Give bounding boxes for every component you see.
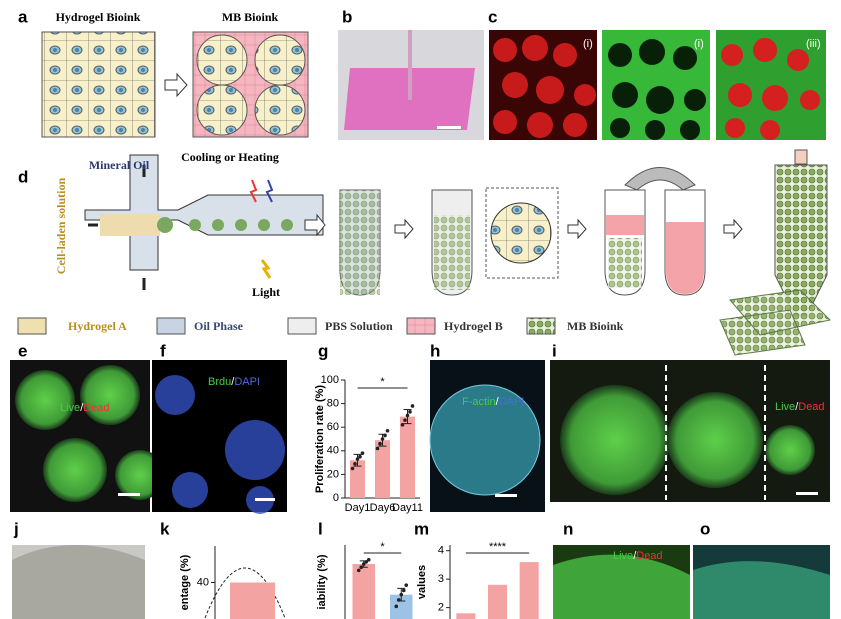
y-axis-label: iability (%)	[316, 554, 328, 609]
panel-title: Hydrogel Bioink	[56, 10, 141, 24]
microbeads	[196, 34, 306, 136]
data-point	[364, 560, 369, 564]
arrow	[164, 72, 188, 98]
tag: (i)	[583, 38, 593, 50]
data-point	[404, 583, 409, 587]
legend-label: Hydrogel B	[444, 319, 503, 333]
spheroid	[429, 384, 541, 496]
data-point	[375, 446, 380, 451]
y-tick-label: 60	[327, 421, 339, 433]
y-axis-label: Proliferation rate (%)	[314, 385, 326, 494]
legend-label: Oil Phase	[194, 319, 244, 333]
x-tick-label: Day6	[370, 502, 396, 514]
tag: (iii)	[806, 38, 821, 50]
y-tick-label: 80	[327, 398, 339, 410]
data-point	[394, 604, 399, 609]
bar	[488, 584, 507, 619]
panel-letter: m	[414, 519, 429, 538]
panel-letter: i	[552, 341, 557, 360]
data-point	[350, 466, 355, 471]
data-point	[353, 461, 357, 466]
data-point	[405, 413, 410, 418]
data-point	[385, 428, 390, 433]
significance: *	[380, 376, 385, 388]
scale-bar	[437, 126, 461, 129]
panel-letter: o	[700, 519, 710, 538]
panel-letter: d	[18, 167, 28, 186]
y-tick-label: 40	[327, 445, 339, 457]
y-axis-label: entage (%)	[179, 554, 191, 610]
bar	[390, 594, 413, 619]
bar	[230, 582, 275, 619]
legend-label: Hydrogel A	[68, 319, 127, 333]
data-point	[396, 598, 401, 602]
y-tick-label: 100	[321, 374, 339, 386]
hydrogel-illustration	[41, 31, 156, 138]
label: Cooling or Heating	[181, 150, 279, 164]
significance: ****	[489, 541, 507, 553]
x-tick-label: Day1	[345, 502, 371, 514]
bar	[375, 440, 390, 498]
data-point	[356, 568, 361, 573]
data-point	[358, 454, 362, 459]
data-point	[359, 565, 364, 569]
data-point	[408, 410, 412, 414]
y-tick-label: 0	[333, 492, 339, 504]
legend-label: MB Bioink	[567, 319, 624, 333]
data-point	[400, 423, 405, 427]
data-point	[403, 418, 407, 422]
tag: (i)	[694, 38, 704, 50]
panel-letter: e	[18, 341, 27, 360]
data-point	[361, 562, 366, 566]
bar	[519, 562, 539, 619]
data-point	[401, 588, 406, 593]
stain-label: F-actin/DAPI	[462, 396, 524, 408]
data-point	[360, 451, 365, 455]
data-point	[380, 437, 385, 441]
data-point	[410, 404, 415, 408]
label: Mineral Oil	[89, 158, 150, 172]
stain-label: Brdu/DAPI	[208, 376, 260, 388]
panel-letter: h	[430, 341, 440, 360]
y-tick-label: 20	[327, 468, 339, 480]
panel-letter: l	[318, 519, 323, 538]
data-point	[399, 592, 404, 597]
stain-label: Live/Dead	[613, 550, 663, 562]
nozzle	[408, 30, 412, 100]
channel	[84, 154, 324, 271]
y-tick-label: 40	[197, 576, 209, 588]
y-tick-label: 4	[438, 545, 444, 557]
data-point	[378, 441, 382, 446]
x-tick-label: Day11	[392, 502, 423, 514]
bar	[352, 564, 375, 619]
panel-title: MB Bioink	[222, 10, 279, 24]
panel-letter: k	[160, 519, 170, 538]
flow-arrows	[88, 165, 146, 290]
panel-letter: f	[160, 341, 166, 360]
y-tick-label: 3	[438, 573, 444, 585]
significance: *	[380, 541, 385, 553]
legend-label: PBS Solution	[325, 319, 393, 333]
panel-letter: n	[563, 519, 573, 538]
label: Cell-laden solution	[54, 178, 68, 275]
panel-letter: j	[13, 519, 19, 538]
panel-letter: c	[488, 7, 497, 26]
bar	[400, 416, 415, 498]
bar	[456, 613, 476, 619]
cell-solution	[100, 214, 160, 236]
y-axis-label: values	[416, 565, 428, 599]
legend: Hydrogel A Oil Phase PBS Solution Hydrog…	[17, 317, 624, 335]
panel-letter: b	[342, 7, 352, 26]
y-tick-label: 2	[438, 602, 444, 614]
panel-letter: a	[18, 7, 28, 26]
stain-label: Live/Dead	[60, 402, 110, 414]
data-point	[366, 558, 371, 562]
panel-letter: g	[318, 341, 328, 360]
data-point	[383, 433, 387, 438]
data-point	[355, 457, 360, 461]
label: Light	[252, 285, 280, 299]
stain-label: Live/Dead	[775, 401, 825, 413]
